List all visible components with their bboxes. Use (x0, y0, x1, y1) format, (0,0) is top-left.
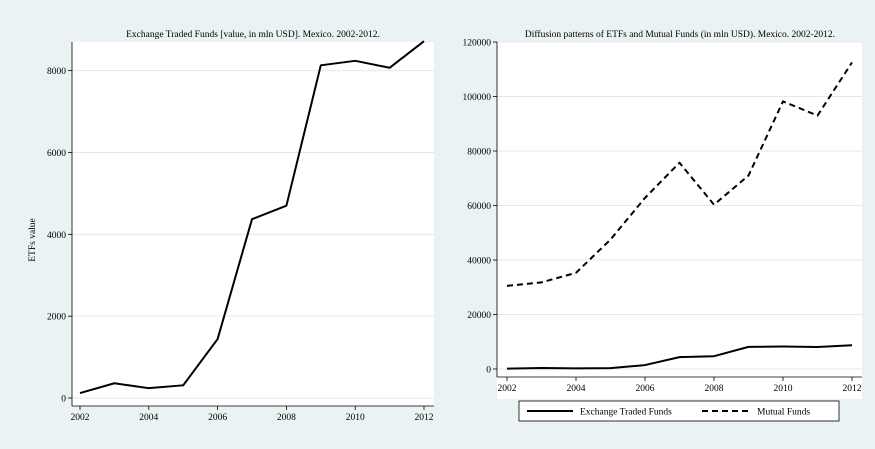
diffusion-y-tick-label-0: 0 (486, 366, 491, 376)
legend-box (518, 400, 840, 422)
etf-value-x-tick-label-2012: 2012 (415, 413, 434, 423)
etf-value-y-axis-label: ETFs value (28, 218, 38, 262)
etf-value-series (79, 40, 425, 395)
etf-value-gridlines (72, 70, 434, 399)
etf-value-y-tick-label-0: 0 (61, 395, 66, 405)
diffusion-legend: Exchange Traded Funds Mutual Funds (518, 400, 840, 422)
legend-label-etf: Exchange Traded Funds (580, 408, 672, 418)
diffusion-plot-area (497, 42, 862, 399)
etf-value-x-tick-label-2004: 2004 (139, 413, 158, 423)
etf-value-y-tick-label-4000: 4000 (47, 231, 66, 241)
diffusion-y-tick-label-120000: 120000 (463, 39, 492, 49)
diffusion-series-line-exchange-traded-funds (506, 344, 853, 370)
etf-value-axes (71, 42, 434, 407)
diffusion-axes (496, 42, 862, 378)
diffusion-y-tick-label-80000: 80000 (467, 148, 491, 158)
etf-value-series-line-0 (79, 40, 425, 395)
etf-value-x-tick-label-2010: 2010 (346, 413, 365, 423)
etf-value-plot-area (72, 42, 434, 406)
diffusion-x-tick-label-2008: 2008 (705, 384, 724, 394)
diffusion-y-tick-label-60000: 60000 (467, 202, 491, 212)
diffusion-x-tick-label-2012: 2012 (843, 384, 862, 394)
etf-value-x-tick-label-2008: 2008 (277, 413, 296, 423)
diffusion-x-tick-label-2010: 2010 (774, 384, 793, 394)
diffusion-y-tick-label-20000: 20000 (467, 311, 491, 321)
etf-value-y-tick-label-2000: 2000 (47, 313, 66, 323)
diffusion-series (506, 61, 853, 370)
diffusion-chart-title: Diffusion patterns of ETFs and Mutual Fu… (525, 29, 835, 40)
etf-value-y-tick-label-8000: 8000 (47, 67, 66, 77)
diffusion-ticks: 0 20000 40000 60000 80000 100000 120000 2002 200… (463, 39, 862, 395)
diffusion-series-line-mutual-funds (506, 61, 853, 287)
etf-value-x-tick-label-2002: 2002 (71, 413, 90, 423)
legend-label-mutual: Mutual Funds (757, 408, 810, 418)
etf-value-chart-title: Exchange Traded Funds [value, in mln USD… (126, 30, 380, 40)
diffusion-y-tick-label-100000: 100000 (463, 93, 492, 103)
diffusion-y-tick-label-40000: 40000 (467, 257, 491, 267)
diffusion-x-tick-label-2002: 2002 (498, 384, 517, 394)
diffusion-x-tick-label-2006: 2006 (636, 384, 655, 394)
etf-value-x-tick-label-2006: 2006 (208, 413, 227, 423)
etf-value-panel: Exchange Traded Funds [value, in mln USD… (28, 30, 434, 423)
etf-value-ticks: 0 2000 4000 6000 8000 2002 2004 2006 2008 2010 201… (47, 67, 434, 423)
diffusion-panel: Diffusion patterns of ETFs and Mutual Fu… (463, 29, 862, 422)
diffusion-x-tick-label-2004: 2004 (567, 384, 586, 394)
etf-value-y-tick-label-6000: 6000 (47, 149, 66, 159)
